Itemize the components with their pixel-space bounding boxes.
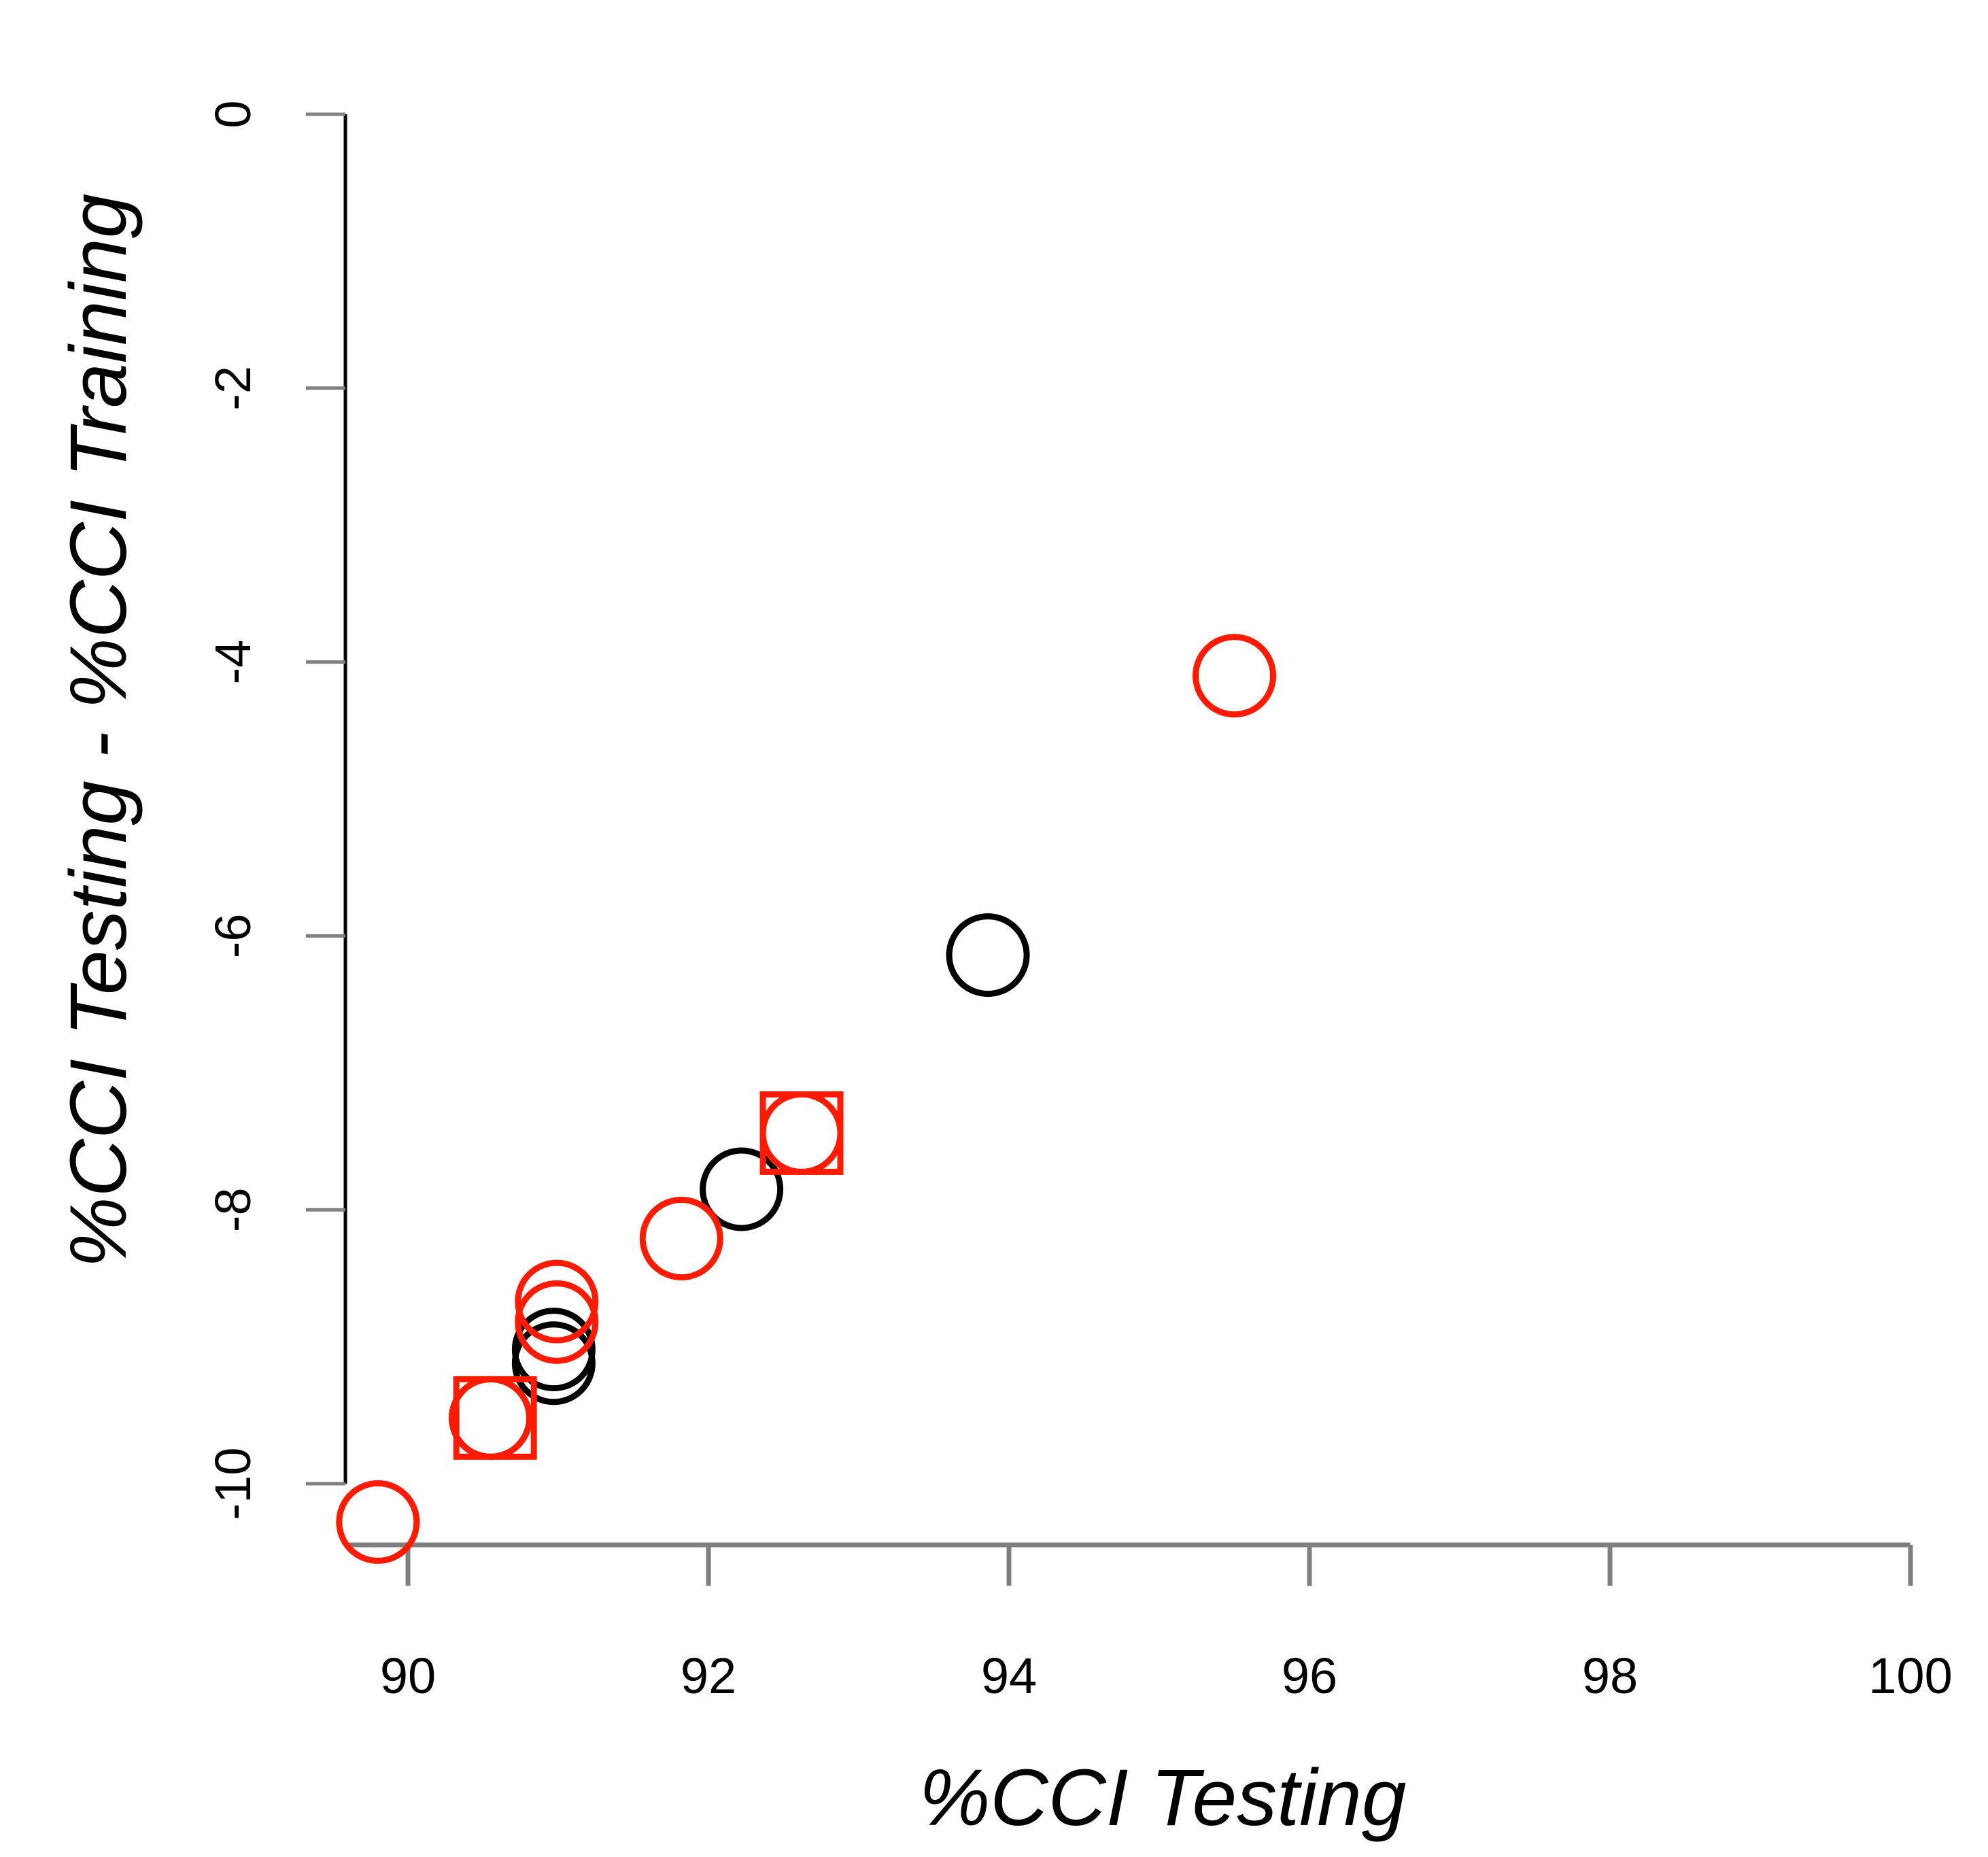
y-tick-label: -2 — [205, 366, 261, 411]
data-point-circle — [515, 1280, 599, 1364]
y-tick-label: 0 — [205, 100, 261, 128]
data-point-circle — [511, 1308, 596, 1392]
data-point-circle — [1193, 634, 1276, 718]
y-tick-label: -8 — [205, 1187, 261, 1232]
x-tick-label: 94 — [981, 1648, 1037, 1704]
series-red-squares — [453, 1091, 844, 1460]
y-axis: 0 -2 -4 -6 -8 -10 — [205, 100, 347, 1520]
x-axis: 90 92 94 96 98 100 — [345, 1542, 1953, 1704]
data-point-circle — [700, 1147, 784, 1231]
data-point-circle — [336, 1480, 420, 1564]
x-tick-label: 100 — [1868, 1648, 1952, 1704]
data-points — [336, 634, 1276, 1564]
data-point-square — [453, 1376, 537, 1460]
series-black-circles — [449, 913, 1030, 1460]
y-tick-label: -4 — [205, 640, 261, 685]
data-point-circle — [639, 1196, 723, 1280]
y-tick-label: -10 — [205, 1448, 261, 1520]
x-tick-label: 90 — [380, 1648, 436, 1704]
data-point-square — [759, 1091, 844, 1175]
x-axis-title: %CCI Testing — [919, 1753, 1406, 1843]
data-point-circle — [449, 1376, 533, 1460]
x-tick-label: 98 — [1582, 1648, 1638, 1704]
data-point-circle — [946, 913, 1030, 998]
data-point-circle — [759, 1091, 844, 1175]
series-red-circles — [336, 634, 1276, 1564]
y-tick-label: -6 — [205, 913, 261, 958]
x-tick-label: 96 — [1282, 1648, 1337, 1704]
data-point-circle — [515, 1259, 599, 1344]
y-axis-title: %CCI Testing - %CCI Training — [54, 194, 143, 1268]
x-tick-label: 92 — [681, 1648, 736, 1704]
